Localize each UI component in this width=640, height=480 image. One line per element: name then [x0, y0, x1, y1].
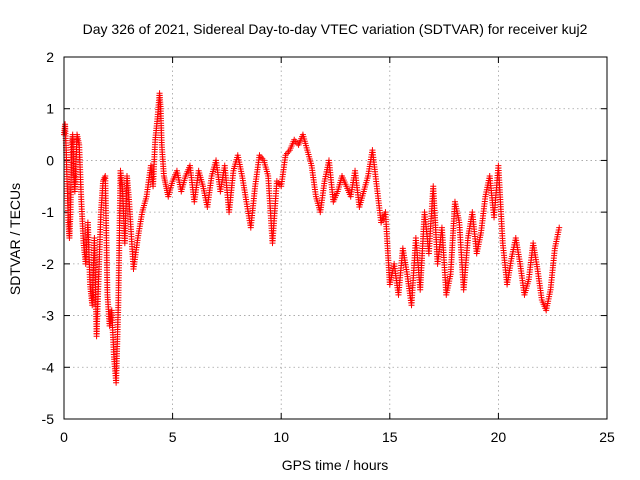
x-tick-label: 20: [491, 429, 507, 445]
x-tick-labels: 0 5 10 15 20 25: [60, 429, 615, 445]
x-tick-label: 15: [382, 429, 398, 445]
plot-frame: [63, 56, 608, 420]
y-tick-label: -2: [42, 256, 55, 272]
y-tick-labels: 2 1 0 -1 -2 -3 -4 -5: [42, 49, 55, 427]
y-tick-label: -5: [42, 411, 55, 427]
y-tick-label: -3: [42, 308, 55, 324]
x-tick-label: 10: [273, 429, 289, 445]
data-point: [556, 224, 563, 231]
y-axis-label: SDTVAR / TECUs: [7, 183, 23, 295]
chart-title: Day 326 of 2021, Sidereal Day-to-day VTE…: [83, 21, 588, 37]
x-tick-label: 5: [169, 429, 177, 445]
y-tick-label: -1: [42, 204, 55, 220]
grid: [64, 57, 607, 419]
data-points: [61, 90, 563, 386]
y-tick-label: 0: [46, 152, 54, 168]
x-tick-label: 25: [599, 429, 615, 445]
axis-ticks: [63, 56, 608, 420]
x-tick-label: 0: [60, 429, 68, 445]
y-tick-label: 1: [46, 101, 54, 117]
x-axis-label: GPS time / hours: [282, 457, 389, 473]
y-tick-label: -4: [42, 359, 55, 375]
y-tick-label: 2: [46, 49, 54, 65]
